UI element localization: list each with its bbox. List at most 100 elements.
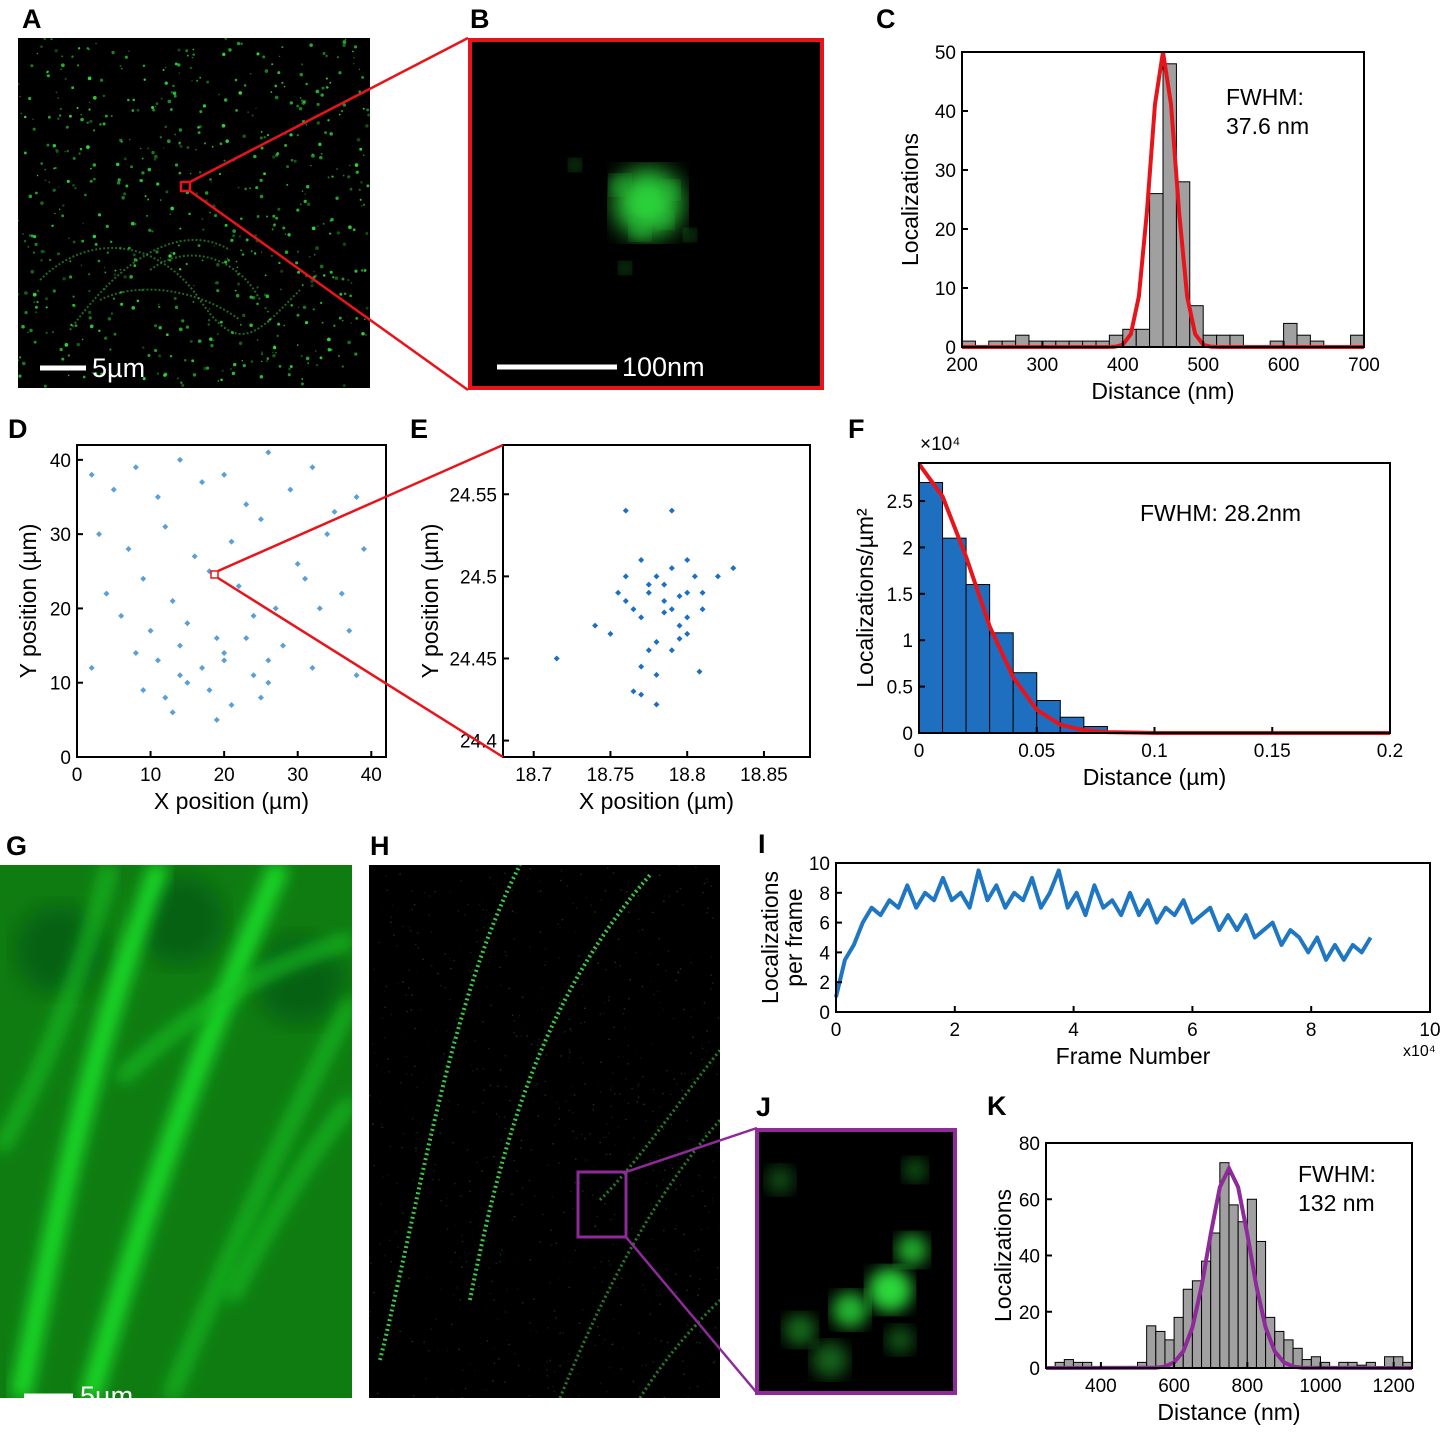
image-dot: [513, 1256, 516, 1259]
image-dot: [235, 109, 238, 112]
image-dot: [117, 178, 121, 182]
image-dot: [652, 1361, 655, 1363]
image-dot: [563, 1261, 566, 1264]
image-dot: [32, 118, 34, 121]
image-dot: [571, 1085, 574, 1088]
x-axis-label: Distance (nm): [1157, 1399, 1300, 1425]
image-dot: [141, 171, 145, 175]
image-dot: [277, 71, 281, 75]
image-dot: [564, 1135, 566, 1137]
y-tick-label: 2: [902, 538, 913, 559]
image-dot: [253, 252, 257, 255]
image-dot: [584, 1137, 586, 1140]
image-dot: [299, 97, 302, 99]
image-dot: [648, 1298, 650, 1300]
image-dot: [88, 289, 91, 293]
image-dot: [604, 1154, 606, 1157]
image-dot: [599, 1091, 602, 1094]
axes-frame: [835, 862, 1431, 1013]
image-dot: [204, 191, 209, 195]
x-tick-label: 10: [140, 765, 161, 786]
image-dot: [373, 968, 375, 971]
image-dot: [399, 926, 401, 928]
zoom-box: [576, 1170, 628, 1239]
image-dot: [141, 157, 144, 160]
image-dot: [474, 1297, 477, 1299]
image-dot: [236, 266, 238, 269]
image-dot: [155, 250, 159, 254]
image-dot: [430, 1328, 433, 1331]
image-dot: [627, 1102, 630, 1105]
image-dot: [78, 152, 81, 155]
image-dot: [411, 890, 413, 892]
point: [287, 486, 294, 493]
image-dot: [165, 190, 169, 194]
point: [353, 494, 360, 500]
image-dot: [124, 55, 128, 59]
image-dot: [34, 242, 38, 246]
image-dot: [390, 1260, 393, 1263]
image-dot: [670, 1123, 673, 1126]
point: [169, 709, 176, 716]
image-dot: [201, 217, 204, 220]
point: [228, 702, 235, 708]
image-dot: [384, 1036, 386, 1039]
image-dot: [686, 1289, 688, 1292]
image-dot: [301, 378, 304, 380]
point: [213, 716, 220, 723]
image-dot: [197, 131, 201, 135]
image-dot: [617, 938, 620, 941]
image-dot: [227, 257, 229, 260]
image-dot: [622, 1056, 624, 1059]
image-dot: [555, 1242, 558, 1245]
image-dot: [174, 163, 179, 167]
image-dot: [480, 897, 483, 899]
bar: [1155, 1330, 1166, 1369]
image-dot: [615, 1052, 617, 1054]
image-dot: [201, 259, 204, 262]
image-dot: [350, 282, 353, 284]
image-dot: [33, 301, 36, 304]
image-dot: [665, 969, 667, 972]
image-dot: [406, 1230, 408, 1232]
image-dot: [465, 1260, 468, 1263]
image-dot: [617, 1125, 620, 1128]
image-dot: [304, 193, 307, 196]
image-dot: [30, 269, 35, 274]
image-dot: [487, 1047, 490, 1050]
image-dot: [100, 372, 104, 377]
image-dot: [527, 878, 529, 880]
image-dot: [104, 271, 107, 274]
image-dot: [430, 965, 433, 967]
image-dot: [189, 172, 192, 175]
image-dot: [148, 228, 152, 232]
x-tick-label: 400: [1085, 1376, 1117, 1397]
point: [191, 553, 198, 560]
image-filament: [378, 865, 522, 1361]
image-dot: [666, 1069, 668, 1072]
image-dot: [508, 1343, 510, 1346]
image-dot: [295, 261, 299, 265]
image-dot: [256, 302, 259, 306]
image-dot: [132, 98, 136, 102]
image-dot: [18, 82, 20, 86]
image-dot: [40, 201, 44, 206]
image-dot: [415, 1147, 417, 1149]
image-dot: [206, 366, 210, 370]
y-tick-label: 0: [1029, 1359, 1040, 1380]
point: [140, 687, 147, 694]
point: [132, 464, 139, 471]
image-dot: [665, 1207, 667, 1210]
point: [661, 581, 668, 588]
image-dot: [225, 139, 229, 143]
image-dot: [578, 955, 580, 957]
image-dot: [342, 43, 346, 47]
point: [199, 479, 206, 486]
image-dot: [425, 1276, 428, 1279]
image-dot: [210, 181, 212, 184]
image-dot: [638, 1355, 640, 1357]
image-dot: [234, 289, 237, 292]
image-dot: [387, 1058, 389, 1060]
image-dot: [549, 1358, 552, 1361]
image-dot: [652, 1088, 655, 1091]
